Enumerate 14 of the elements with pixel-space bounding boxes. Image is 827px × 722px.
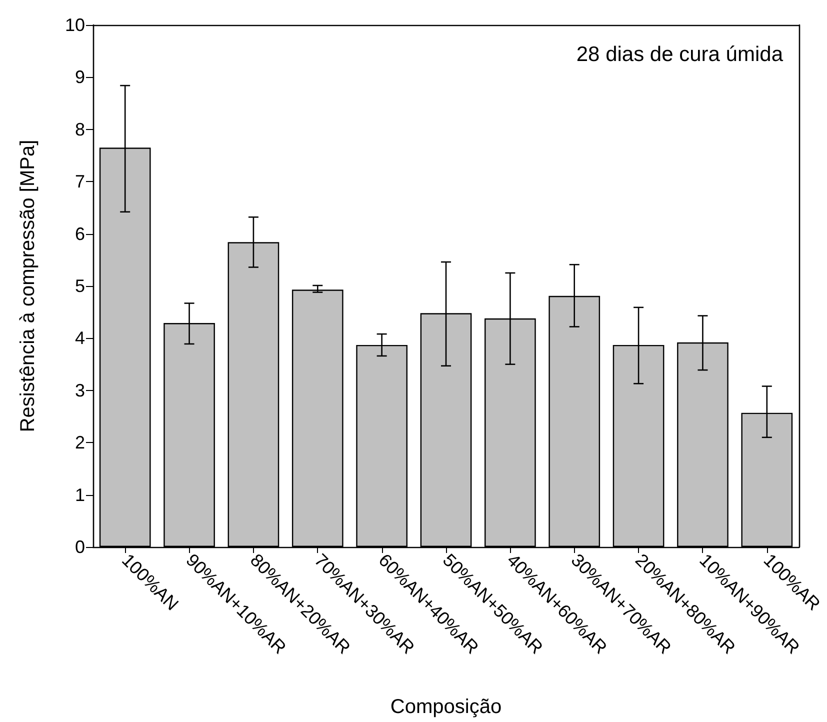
annotation: 28 dias de cura úmida (576, 43, 784, 66)
y-tick-label: 5 (74, 276, 85, 296)
y-tick-label: 6 (74, 224, 85, 244)
y-tick-label: 0 (74, 537, 85, 557)
y-tick-label: 10 (64, 15, 85, 35)
y-axis-title: Resistência à compressão [MPa] (17, 140, 39, 432)
y-tick-label: 8 (74, 119, 85, 140)
y-tick-label: 2 (74, 432, 85, 453)
y-tick-label: 1 (74, 484, 85, 505)
y-tick-label: 9 (74, 67, 85, 88)
y-tick-label: 4 (74, 328, 85, 348)
x-axis-title: Composição (390, 696, 502, 718)
y-tick-label: 7 (74, 172, 85, 192)
y-tick-label: 3 (74, 380, 85, 400)
